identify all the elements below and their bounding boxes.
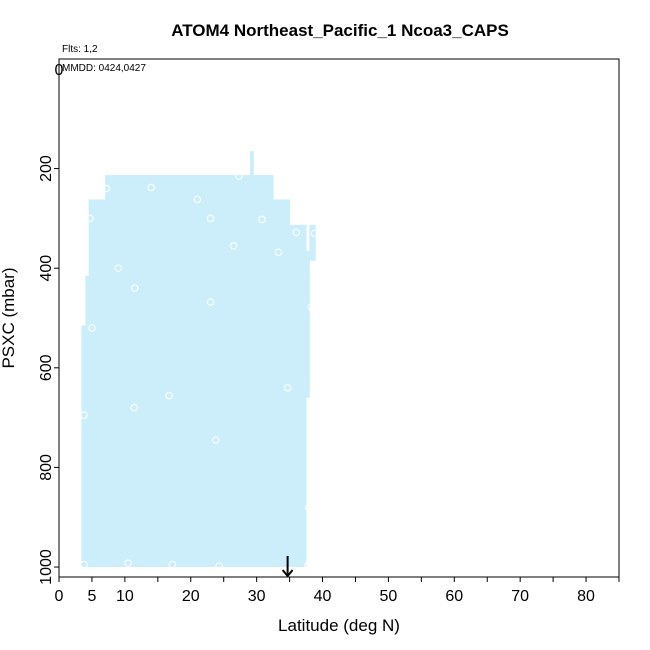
arrow-head (281, 569, 294, 578)
y-tick-label-600: 600 (38, 354, 55, 381)
data-point-19 (283, 384, 292, 392)
data-point-11 (274, 248, 283, 256)
data-point-17 (130, 403, 138, 412)
coverage-band-1 (85, 275, 90, 568)
coverage-band-9 (309, 224, 316, 261)
data-point-0 (86, 214, 94, 223)
data-point-6 (193, 195, 202, 204)
y-tick-label-400: 400 (38, 255, 55, 282)
data-point-9 (235, 172, 243, 180)
coverage-band-6 (273, 199, 291, 568)
x-tick-label-60: 60 (445, 588, 463, 605)
data-point-18 (165, 392, 173, 400)
data-point-21 (304, 503, 313, 511)
data-point-24 (168, 560, 177, 569)
data-point-3 (114, 264, 122, 272)
data-point-26 (304, 561, 312, 569)
flights-label: Flts: 1,2 (62, 44, 98, 55)
x-tick-label-40: 40 (314, 588, 332, 605)
coverage-band-7 (289, 224, 307, 568)
coverage-band-5 (253, 175, 274, 568)
data-point-1 (88, 324, 96, 332)
x-tick-label-30: 30 (248, 588, 266, 605)
coverage-fill (81, 151, 316, 568)
coverage-band-3 (105, 175, 251, 568)
data-point-5 (147, 183, 155, 192)
y-tick-label-1000: 1000 (38, 549, 55, 585)
x-axis: 0 5 10 20 30 40 50 60 70 80 (55, 577, 620, 605)
coverage-band-4 (250, 151, 254, 568)
chart-title: ATOM4 Northeast_Pacific_1 Ncoa3_CAPS (171, 21, 509, 40)
coverage-band-2 (88, 199, 106, 568)
data-point-7 (206, 214, 215, 223)
x-tick-label-5: 5 (87, 588, 96, 605)
x-tick-label-70: 70 (511, 588, 529, 605)
data-point-8 (229, 242, 238, 250)
data-point-23 (124, 559, 132, 567)
x-tick-label-10: 10 (116, 588, 134, 605)
data-point-22 (80, 560, 88, 569)
x-tick-label-0: 0 (55, 588, 64, 605)
coverage-band-8 (306, 250, 310, 398)
data-point-12 (292, 228, 300, 237)
x-tick-label-50: 50 (380, 588, 398, 605)
data-points (80, 172, 319, 570)
data-point-13 (206, 298, 215, 306)
plot-frame (58, 58, 620, 578)
data-point-25 (215, 562, 223, 570)
data-point-14 (307, 303, 316, 311)
latitude-arrow-marker (281, 556, 294, 578)
dates-label: MMDD: 0424,0427 (62, 63, 146, 74)
data-point-20 (212, 436, 220, 444)
data-point-4 (131, 284, 139, 292)
data-point-16 (80, 411, 88, 419)
coverage-band-0 (81, 325, 86, 568)
y-axis-label: PSXC (mbar) (0, 267, 18, 368)
data-point-2 (102, 184, 111, 193)
y-tick-label-200: 200 (38, 155, 55, 182)
y-axis: 200 400 600 800 1000 (38, 155, 59, 585)
x-tick-label-20: 20 (182, 588, 200, 605)
x-axis-label: Latitude (deg N) (278, 616, 400, 635)
x-tick-label-80: 80 (577, 588, 595, 605)
data-point-10 (258, 215, 266, 224)
y-tick-label-800: 800 (38, 454, 55, 481)
data-point-15 (310, 229, 319, 238)
